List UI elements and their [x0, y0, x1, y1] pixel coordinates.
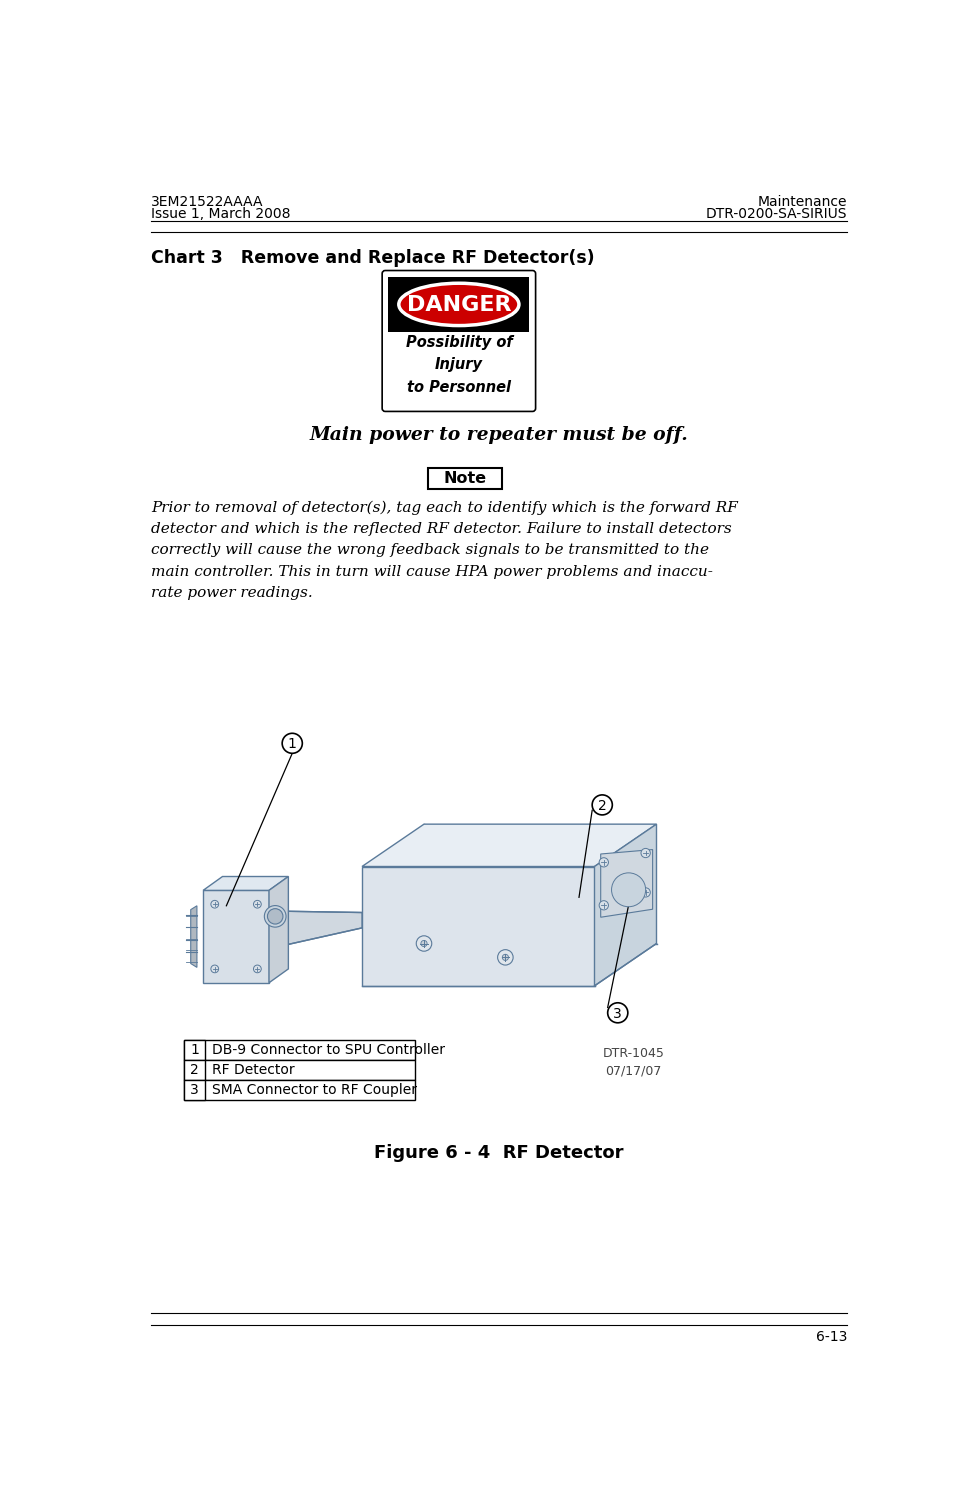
Bar [428, 468, 502, 489]
Text: 3: 3 [614, 1007, 622, 1021]
Text: 1: 1 [190, 1043, 199, 1057]
Text: 2: 2 [190, 1063, 199, 1077]
Circle shape [608, 1003, 628, 1022]
Circle shape [282, 734, 302, 753]
Polygon shape [269, 876, 288, 983]
Polygon shape [191, 906, 197, 968]
Circle shape [592, 794, 613, 815]
Text: 3EM21522AAAA: 3EM21522AAAA [151, 195, 264, 208]
Text: Main power to repeater must be off.: Main power to repeater must be off. [310, 426, 689, 444]
Circle shape [268, 909, 283, 924]
Polygon shape [362, 867, 594, 986]
Circle shape [416, 936, 431, 951]
Text: DTR-1045
07/17/07: DTR-1045 07/17/07 [602, 1048, 664, 1078]
Bar [184, 1040, 206, 1060]
Polygon shape [269, 911, 362, 948]
Bar [389, 276, 530, 332]
Circle shape [253, 900, 261, 908]
Text: Prior to removal of detector(s), tag each to identify which is the forward RF
de: Prior to removal of detector(s), tag eac… [151, 501, 738, 599]
Circle shape [211, 965, 218, 972]
Circle shape [617, 877, 641, 901]
Text: DB-9 Connector to SPU Controller: DB-9 Connector to SPU Controller [211, 1043, 445, 1057]
Text: Possibility of
Injury
to Personnel: Possibility of Injury to Personnel [405, 335, 512, 394]
Circle shape [641, 849, 651, 858]
Polygon shape [204, 876, 288, 891]
Circle shape [503, 954, 508, 960]
Ellipse shape [398, 284, 519, 326]
Text: DANGER: DANGER [406, 294, 511, 316]
Text: 1: 1 [287, 737, 297, 750]
Bar [184, 1080, 415, 1099]
Text: Chart 3   Remove and Replace RF Detector(s): Chart 3 Remove and Replace RF Detector(s… [151, 249, 595, 267]
Circle shape [421, 941, 428, 947]
Circle shape [599, 900, 609, 911]
Polygon shape [204, 891, 269, 983]
FancyBboxPatch shape [382, 270, 536, 411]
Circle shape [624, 886, 632, 894]
Text: Issue 1, March 2008: Issue 1, March 2008 [151, 207, 290, 222]
Text: DTR-0200-SA-SIRIUS: DTR-0200-SA-SIRIUS [705, 207, 847, 222]
Circle shape [599, 858, 609, 867]
Bar [184, 1080, 206, 1099]
Text: 3: 3 [190, 1083, 199, 1096]
Circle shape [498, 950, 513, 965]
Bar [184, 1040, 415, 1060]
Text: 2: 2 [598, 799, 607, 812]
Circle shape [641, 888, 651, 897]
Bar [184, 1060, 206, 1080]
Circle shape [621, 883, 636, 897]
Polygon shape [362, 824, 656, 867]
Text: 6-13: 6-13 [816, 1330, 847, 1344]
Circle shape [612, 873, 646, 906]
Text: Maintenance: Maintenance [758, 195, 847, 208]
Bar [184, 1060, 415, 1080]
Polygon shape [601, 850, 653, 917]
Text: SMA Connector to RF Coupler: SMA Connector to RF Coupler [211, 1083, 417, 1096]
Circle shape [211, 900, 218, 908]
Text: RF Detector: RF Detector [211, 1063, 294, 1077]
Circle shape [253, 965, 261, 972]
Circle shape [264, 906, 286, 927]
Polygon shape [594, 824, 656, 986]
Text: Figure 6 - 4  RF Detector: Figure 6 - 4 RF Detector [374, 1143, 624, 1161]
Text: Note: Note [443, 471, 486, 486]
